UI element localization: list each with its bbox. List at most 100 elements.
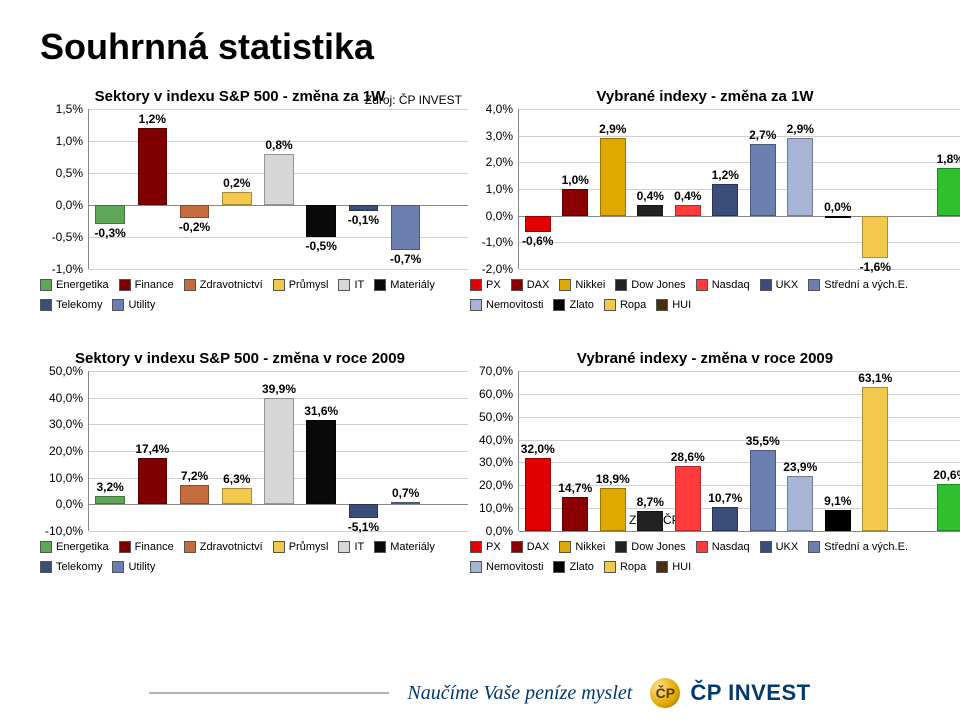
chart1-source: Zdroj: ČP INVEST xyxy=(365,93,462,107)
legend-item: Střední a vých.E. xyxy=(808,279,908,291)
bar-value-label: 1,2% xyxy=(700,168,750,182)
legend-swatch xyxy=(470,279,482,291)
legend-item: PX xyxy=(470,279,501,291)
bar xyxy=(712,507,738,531)
y-axis-label: 50,0% xyxy=(49,364,89,378)
legend-swatch xyxy=(40,279,52,291)
bar-value-label: -5,1% xyxy=(338,520,388,534)
legend-label: Nemovitosti xyxy=(486,299,543,311)
y-axis-label: 10,0% xyxy=(479,501,519,515)
bar xyxy=(525,216,551,232)
bar-value-label: 35,5% xyxy=(738,434,788,448)
gridline xyxy=(519,462,960,463)
gridline xyxy=(89,531,468,532)
bar xyxy=(825,510,851,531)
bar-value-label: -0,5% xyxy=(296,239,346,253)
logo-text: ČP INVEST xyxy=(690,680,810,706)
legend-swatch xyxy=(112,299,124,311)
legend-label: Ropa xyxy=(620,561,646,573)
bar-value-label: 17,4% xyxy=(127,442,177,456)
legend-label: PX xyxy=(486,541,501,553)
y-axis-label: -10,0% xyxy=(45,524,89,538)
gridline xyxy=(519,162,960,163)
bar xyxy=(349,205,379,211)
bar xyxy=(675,205,701,216)
legend-label: Materiály xyxy=(390,279,435,291)
chart2: -2,0%-1,0%0,0%1,0%2,0%3,0%4,0%-0,6%1,0%2… xyxy=(518,109,960,269)
bar xyxy=(937,484,960,531)
bar xyxy=(306,420,336,504)
chart4-legend: PXDAXNikkeiDow JonesNasdaqUKXStřední a v… xyxy=(470,541,940,573)
legend-label: UKX xyxy=(776,541,799,553)
chart2-title: Vybrané indexy - změna za 1W xyxy=(470,88,940,105)
legend-swatch xyxy=(40,541,52,553)
legend-item: Nasdaq xyxy=(696,279,750,291)
bar xyxy=(264,398,294,504)
legend-swatch xyxy=(696,541,708,553)
legend-item: Energetika xyxy=(40,541,109,553)
legend-label: UKX xyxy=(776,279,799,291)
chart4-title: Vybrané indexy - změna v roce 2009 xyxy=(470,350,940,367)
bar xyxy=(180,485,210,504)
legend-item: Utility xyxy=(112,561,155,573)
gridline xyxy=(519,242,960,243)
legend-swatch xyxy=(760,541,772,553)
bar-value-label: -0,1% xyxy=(338,213,388,227)
legend-label: Materiály xyxy=(390,541,435,553)
bar xyxy=(95,496,125,505)
legend-label: Zlato xyxy=(569,561,593,573)
y-axis-label: 70,0% xyxy=(479,364,519,378)
bar-value-label: 9,1% xyxy=(813,494,863,508)
legend-swatch xyxy=(338,279,350,291)
legend-item: Finance xyxy=(119,541,174,553)
bar xyxy=(675,466,701,531)
legend-item: Průmysl xyxy=(273,541,329,553)
legend-item: Zlato xyxy=(553,299,593,311)
bar-value-label: 18,9% xyxy=(588,472,638,486)
chart4-wrap: Vybrané indexy - změna v roce 2009 Zdroj… xyxy=(470,350,940,600)
y-axis-label: 1,0% xyxy=(56,134,89,148)
legend-label: Finance xyxy=(135,279,174,291)
legend-item: Střední a vých.E. xyxy=(808,541,908,553)
legend-swatch xyxy=(40,561,52,573)
legend-label: Energetika xyxy=(56,279,109,291)
y-axis-label: 50,0% xyxy=(479,410,519,424)
legend-item: Energetika xyxy=(40,279,109,291)
legend-label: Zlato xyxy=(569,299,593,311)
legend-swatch xyxy=(604,299,616,311)
legend-swatch xyxy=(338,541,350,553)
y-axis-label: 0,0% xyxy=(56,497,89,511)
legend-swatch xyxy=(615,279,627,291)
bar-value-label: 63,1% xyxy=(850,371,900,385)
legend-item: IT xyxy=(338,279,364,291)
legend-swatch xyxy=(184,279,196,291)
legend-label: Energetika xyxy=(56,541,109,553)
y-axis-label: 2,0% xyxy=(486,155,519,169)
y-axis-label: 60,0% xyxy=(479,387,519,401)
legend-item: Nikkei xyxy=(559,279,605,291)
bar-value-label: 1,8% xyxy=(925,152,960,166)
legend-item: Ropa xyxy=(604,299,646,311)
chart1: Zdroj: ČP INVEST -1,0%-0,5%0,0%0,5%1,0%1… xyxy=(88,109,468,269)
bar-value-label: 0,4% xyxy=(663,189,713,203)
legend-swatch xyxy=(273,279,285,291)
legend-item: Průmysl xyxy=(273,279,329,291)
legend-label: Utility xyxy=(128,561,155,573)
y-axis-label: -0,5% xyxy=(52,230,89,244)
bar xyxy=(264,154,294,205)
footer-logo: ČP ČP INVEST xyxy=(650,678,810,708)
y-axis-label: 0,5% xyxy=(56,166,89,180)
bar xyxy=(180,205,210,218)
bar xyxy=(222,488,252,505)
legend-item: Ropa xyxy=(604,561,646,573)
footer-slogan: Naučíme Vaše peníze myslet xyxy=(407,682,632,705)
bar-value-label: 20,6% xyxy=(925,468,960,482)
legend-item: HUI xyxy=(656,299,691,311)
legend-swatch xyxy=(470,561,482,573)
gridline xyxy=(519,216,960,217)
footer: Naučíme Vaše peníze myslet ČP ČP INVEST xyxy=(0,668,960,718)
legend-swatch xyxy=(656,561,668,573)
bar xyxy=(750,144,776,216)
charts-row-1: Sektory v indexu S&P 500 - změna za 1W Z… xyxy=(0,88,960,338)
legend-item: UKX xyxy=(760,279,799,291)
